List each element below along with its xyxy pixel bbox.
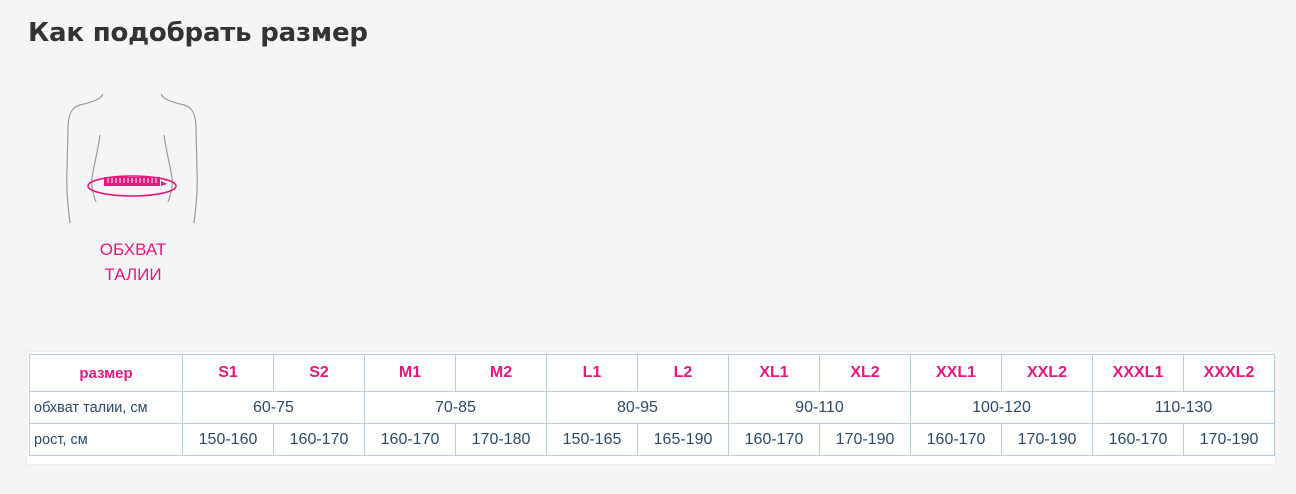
height-range-cell: 170-190 (1183, 423, 1275, 456)
waist-range-cell: 70-85 (364, 391, 547, 424)
waist-range-cell: 100-120 (910, 391, 1093, 424)
size-header-label: размер (29, 354, 183, 392)
height-range-cell: 150-160 (182, 423, 274, 456)
size-cell: XXL1 (910, 354, 1002, 392)
height-range-cell: 160-170 (910, 423, 1002, 456)
height-range-cell: 160-170 (1092, 423, 1184, 456)
waist-range-cell: 110-130 (1092, 391, 1275, 424)
height-range-cell: 150-165 (546, 423, 638, 456)
waist-caption-line1: ОБХВАТ (99, 240, 167, 259)
waist-range-cell: 90-110 (728, 391, 911, 424)
height-range-cell: 165-190 (637, 423, 729, 456)
size-cell: XXXL1 (1092, 354, 1184, 392)
height-range-cell: 160-170 (728, 423, 820, 456)
waist-row-label: обхват талии, см (29, 391, 183, 424)
size-cell: S2 (273, 354, 365, 392)
size-header-row: размер S1 S2 M1 M2 L1 L2 XL1 XL2 XXL1 XX… (29, 354, 1275, 392)
size-cell: M2 (455, 354, 547, 392)
torso-waist-measurement-icon (60, 90, 210, 230)
size-cell: L2 (637, 354, 729, 392)
waist-caption: ОБХВАТ ТАЛИИ (58, 237, 208, 287)
size-cell: L1 (546, 354, 638, 392)
size-table: размер S1 S2 M1 M2 L1 L2 XL1 XL2 XXL1 XX… (29, 354, 1275, 456)
size-cell: S1 (182, 354, 274, 392)
height-range-cell: 160-170 (273, 423, 365, 456)
size-cell: XL2 (819, 354, 911, 392)
waist-row: обхват талии, см 60-75 70-85 80-95 90-11… (29, 391, 1275, 424)
waist-caption-line2: ТАЛИИ (104, 265, 162, 284)
height-range-cell: 170-190 (819, 423, 911, 456)
size-cell: XL1 (728, 354, 820, 392)
size-cell: XXL2 (1001, 354, 1093, 392)
height-range-cell: 170-190 (1001, 423, 1093, 456)
page-title: Как подобрать размер (28, 18, 368, 48)
waist-range-cell: 60-75 (182, 391, 365, 424)
height-range-cell: 160-170 (364, 423, 456, 456)
size-cell: M1 (364, 354, 456, 392)
height-row-label: рост, см (29, 423, 183, 456)
height-range-cell: 170-180 (455, 423, 547, 456)
size-table-container: размер S1 S2 M1 M2 L1 L2 XL1 XL2 XXL1 XX… (26, 351, 1276, 465)
height-row: рост, см 150-160 160-170 160-170 170-180… (29, 423, 1275, 456)
size-cell: XXXL2 (1183, 354, 1275, 392)
waist-range-cell: 80-95 (546, 391, 729, 424)
